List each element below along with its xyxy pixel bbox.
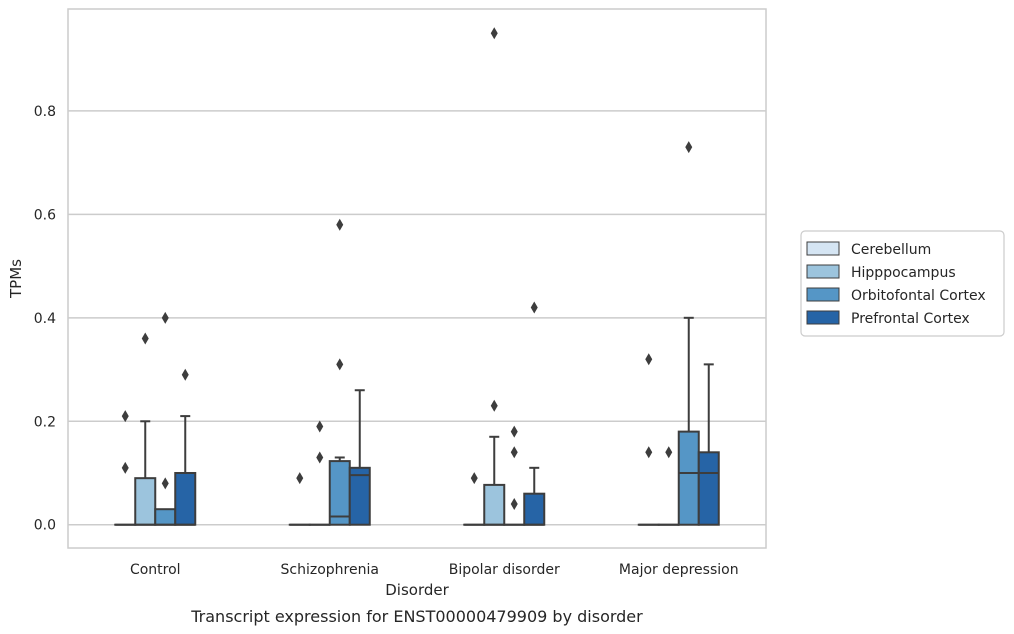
outlier-point [685, 141, 693, 154]
legend-frame [800, 230, 1005, 337]
outlier-point [490, 27, 498, 40]
legend-entry: Hipppocampus [851, 265, 956, 281]
y-tick-label: 0.0 [34, 518, 56, 534]
box-group [657, 446, 680, 526]
legend-swatch [806, 287, 840, 302]
box-group [154, 311, 177, 526]
box [154, 508, 177, 526]
outlier-point [316, 451, 324, 464]
box-group [677, 141, 700, 526]
box [134, 477, 157, 526]
legend-entry: Prefrontal Cortex [851, 311, 970, 327]
outlier-point [336, 218, 344, 231]
box [328, 460, 351, 526]
outlier-point [510, 498, 518, 511]
outlier-point [645, 353, 653, 366]
box-group [637, 353, 660, 526]
outlier-point [470, 472, 478, 485]
outlier-point [296, 472, 304, 485]
outlier-point [181, 368, 189, 381]
outlier-point [121, 410, 129, 423]
box [697, 451, 720, 526]
figure-caption: Transcript expression for ENST0000047990… [190, 607, 643, 626]
box [677, 430, 700, 526]
outlier-point [161, 311, 169, 324]
box-group [483, 27, 506, 526]
x-tick-label: Control [130, 562, 181, 578]
grid-lines [68, 110, 766, 526]
legend: Cerebellum Hipppocampus Orbitofontal Corte… [800, 230, 1005, 337]
outlier-point [530, 301, 538, 314]
y-tick-labels: 0.0 0.2 0.4 0.6 0.8 [34, 104, 56, 534]
y-tick-label: 0.6 [34, 207, 56, 223]
box-group [328, 218, 351, 526]
y-tick-label: 0.8 [34, 104, 56, 120]
outlier-point [316, 420, 324, 433]
box [483, 483, 506, 526]
legend-swatch [806, 310, 840, 325]
outlier-point [510, 446, 518, 459]
x-axis-label: Disorder [385, 581, 449, 599]
outlier-point [141, 332, 149, 345]
box-group [114, 410, 137, 526]
box [348, 466, 371, 526]
outlier-point [645, 446, 653, 459]
outlier-point [510, 425, 518, 438]
box-group [348, 389, 371, 526]
outlier-point [665, 446, 673, 459]
x-tick-label: Schizophrenia [281, 562, 379, 578]
boxes [114, 27, 720, 526]
box-group [134, 332, 157, 526]
x-tick-labels: Control Schizophrenia Bipolar disorder Majo… [130, 562, 739, 578]
legend-entry: Cerebellum [851, 242, 931, 258]
outlier-point [121, 461, 129, 474]
box-group [288, 472, 311, 526]
plot-frame [67, 8, 767, 549]
outlier-point [490, 399, 498, 412]
x-tick-label: Major depression [619, 562, 739, 578]
box-group [308, 420, 331, 526]
x-tick-label: Bipolar disorder [449, 562, 560, 578]
box [174, 471, 197, 526]
legend-entry: Orbitofontal Cortex [851, 288, 986, 304]
outlier-point [336, 358, 344, 371]
box-group [463, 472, 486, 526]
legend-swatch [806, 241, 840, 256]
y-axis-label: TPMs [7, 259, 25, 299]
y-tick-label: 0.4 [34, 311, 56, 327]
box [523, 492, 546, 526]
y-tick-label: 0.2 [34, 414, 56, 430]
box-group [503, 425, 526, 526]
outlier-point [161, 477, 169, 490]
box-group [174, 368, 197, 526]
legend-swatch [806, 264, 840, 279]
box-group [523, 301, 546, 526]
box-group [697, 363, 720, 526]
